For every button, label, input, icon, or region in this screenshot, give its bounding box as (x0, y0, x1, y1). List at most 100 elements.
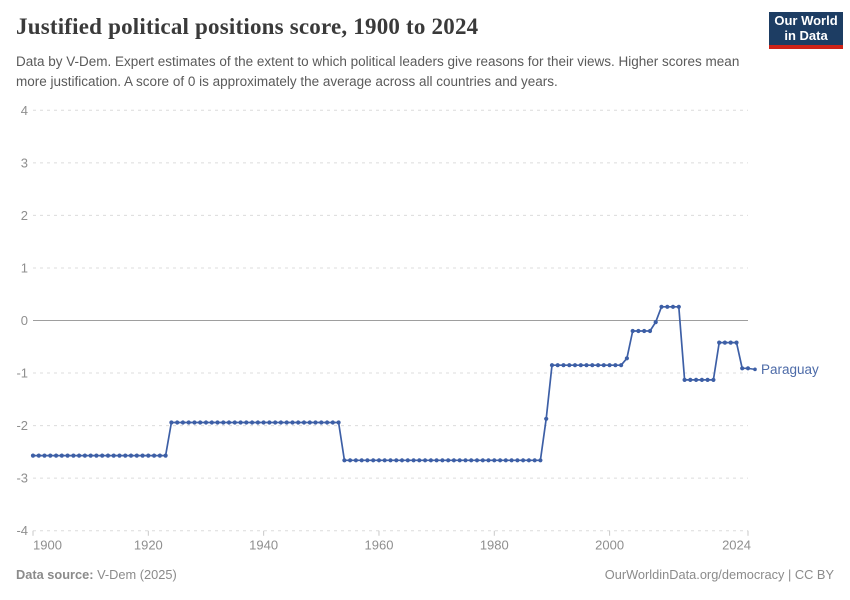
data-point[interactable] (77, 453, 82, 458)
data-point[interactable] (590, 363, 595, 368)
data-point[interactable] (601, 363, 606, 368)
data-point[interactable] (54, 453, 59, 458)
data-point[interactable] (88, 453, 93, 458)
data-point[interactable] (336, 420, 341, 425)
data-point[interactable] (238, 420, 243, 425)
data-point[interactable] (111, 453, 116, 458)
data-point[interactable] (226, 420, 232, 425)
data-point[interactable] (65, 453, 70, 458)
data-point[interactable] (301, 420, 307, 425)
data-point[interactable] (607, 363, 612, 368)
data-point[interactable] (192, 420, 197, 425)
data-point[interactable] (688, 377, 693, 382)
data-point[interactable] (209, 420, 214, 425)
series-points[interactable] (30, 304, 751, 463)
data-point[interactable] (273, 420, 278, 425)
data-point[interactable] (734, 340, 739, 345)
data-point[interactable] (578, 363, 583, 368)
data-point[interactable] (694, 377, 699, 382)
data-point[interactable] (515, 458, 520, 463)
data-point[interactable] (676, 304, 681, 309)
data-point[interactable] (457, 458, 462, 463)
series-entity-label[interactable]: Paraguay (761, 362, 819, 377)
data-point[interactable] (526, 458, 532, 463)
data-point[interactable] (659, 304, 664, 309)
data-point[interactable] (399, 458, 405, 463)
data-point[interactable] (330, 420, 335, 425)
data-point[interactable] (538, 458, 543, 463)
data-point[interactable] (221, 420, 226, 425)
data-point[interactable] (255, 420, 260, 425)
data-point[interactable] (492, 458, 497, 463)
data-point[interactable] (71, 453, 76, 458)
data-point[interactable] (94, 453, 99, 458)
series-line[interactable] (33, 305, 748, 462)
data-point[interactable] (180, 420, 185, 425)
data-point[interactable] (619, 363, 624, 368)
data-point[interactable] (186, 420, 191, 425)
data-point[interactable] (423, 458, 428, 463)
data-point[interactable] (388, 458, 393, 463)
data-point[interactable] (348, 458, 353, 463)
data-point[interactable] (745, 366, 751, 371)
data-point[interactable] (203, 420, 209, 425)
data-point[interactable] (198, 420, 203, 425)
data-point[interactable] (532, 458, 537, 463)
data-point[interactable] (451, 458, 456, 463)
data-point[interactable] (584, 363, 589, 368)
data-point[interactable] (544, 416, 549, 421)
data-point[interactable] (521, 458, 526, 463)
data-point[interactable] (699, 377, 705, 382)
data-point[interactable] (636, 328, 641, 334)
data-point[interactable] (140, 453, 145, 458)
data-point[interactable] (244, 420, 249, 425)
data-point[interactable] (123, 453, 128, 458)
data-point[interactable] (284, 420, 289, 425)
data-point[interactable] (307, 420, 312, 425)
data-point[interactable] (405, 458, 410, 463)
data-point[interactable] (630, 328, 635, 334)
data-point[interactable] (371, 458, 376, 463)
data-point[interactable] (342, 458, 347, 463)
data-point[interactable] (394, 458, 399, 463)
data-point[interactable] (267, 420, 272, 425)
data-point[interactable] (567, 363, 572, 368)
data-point[interactable] (30, 453, 36, 458)
data-point[interactable] (647, 328, 653, 334)
data-point[interactable] (152, 453, 157, 458)
data-point[interactable] (313, 420, 318, 425)
data-point[interactable] (296, 420, 301, 425)
data-point[interactable] (250, 420, 255, 425)
data-point[interactable] (232, 420, 237, 425)
data-point[interactable] (134, 453, 139, 458)
data-point[interactable] (555, 363, 560, 368)
data-point[interactable] (498, 458, 503, 463)
data-point[interactable] (596, 363, 601, 368)
data-point[interactable] (682, 377, 687, 382)
data-point[interactable] (215, 420, 220, 425)
data-point[interactable] (722, 340, 728, 345)
data-point[interactable] (100, 453, 105, 458)
data-point[interactable] (59, 453, 64, 458)
data-point[interactable] (48, 453, 53, 458)
data-point[interactable] (486, 458, 491, 463)
data-point[interactable] (428, 458, 433, 463)
data-point[interactable] (463, 458, 468, 463)
data-point[interactable] (613, 363, 618, 368)
data-point[interactable] (146, 453, 151, 458)
data-point[interactable] (474, 458, 480, 463)
data-point[interactable] (440, 458, 445, 463)
data-point[interactable] (572, 363, 578, 368)
data-point[interactable] (653, 320, 658, 325)
data-point[interactable] (36, 453, 41, 458)
data-point[interactable] (446, 458, 451, 463)
data-point[interactable] (717, 340, 722, 345)
data-point[interactable] (417, 458, 422, 463)
data-point[interactable] (157, 453, 162, 458)
data-point[interactable] (711, 377, 716, 382)
data-point[interactable] (503, 458, 508, 463)
footer-site-link[interactable]: OurWorldinData.org/democracy | CC BY (604, 567, 834, 582)
data-point[interactable] (665, 304, 670, 309)
data-point[interactable] (359, 458, 364, 463)
